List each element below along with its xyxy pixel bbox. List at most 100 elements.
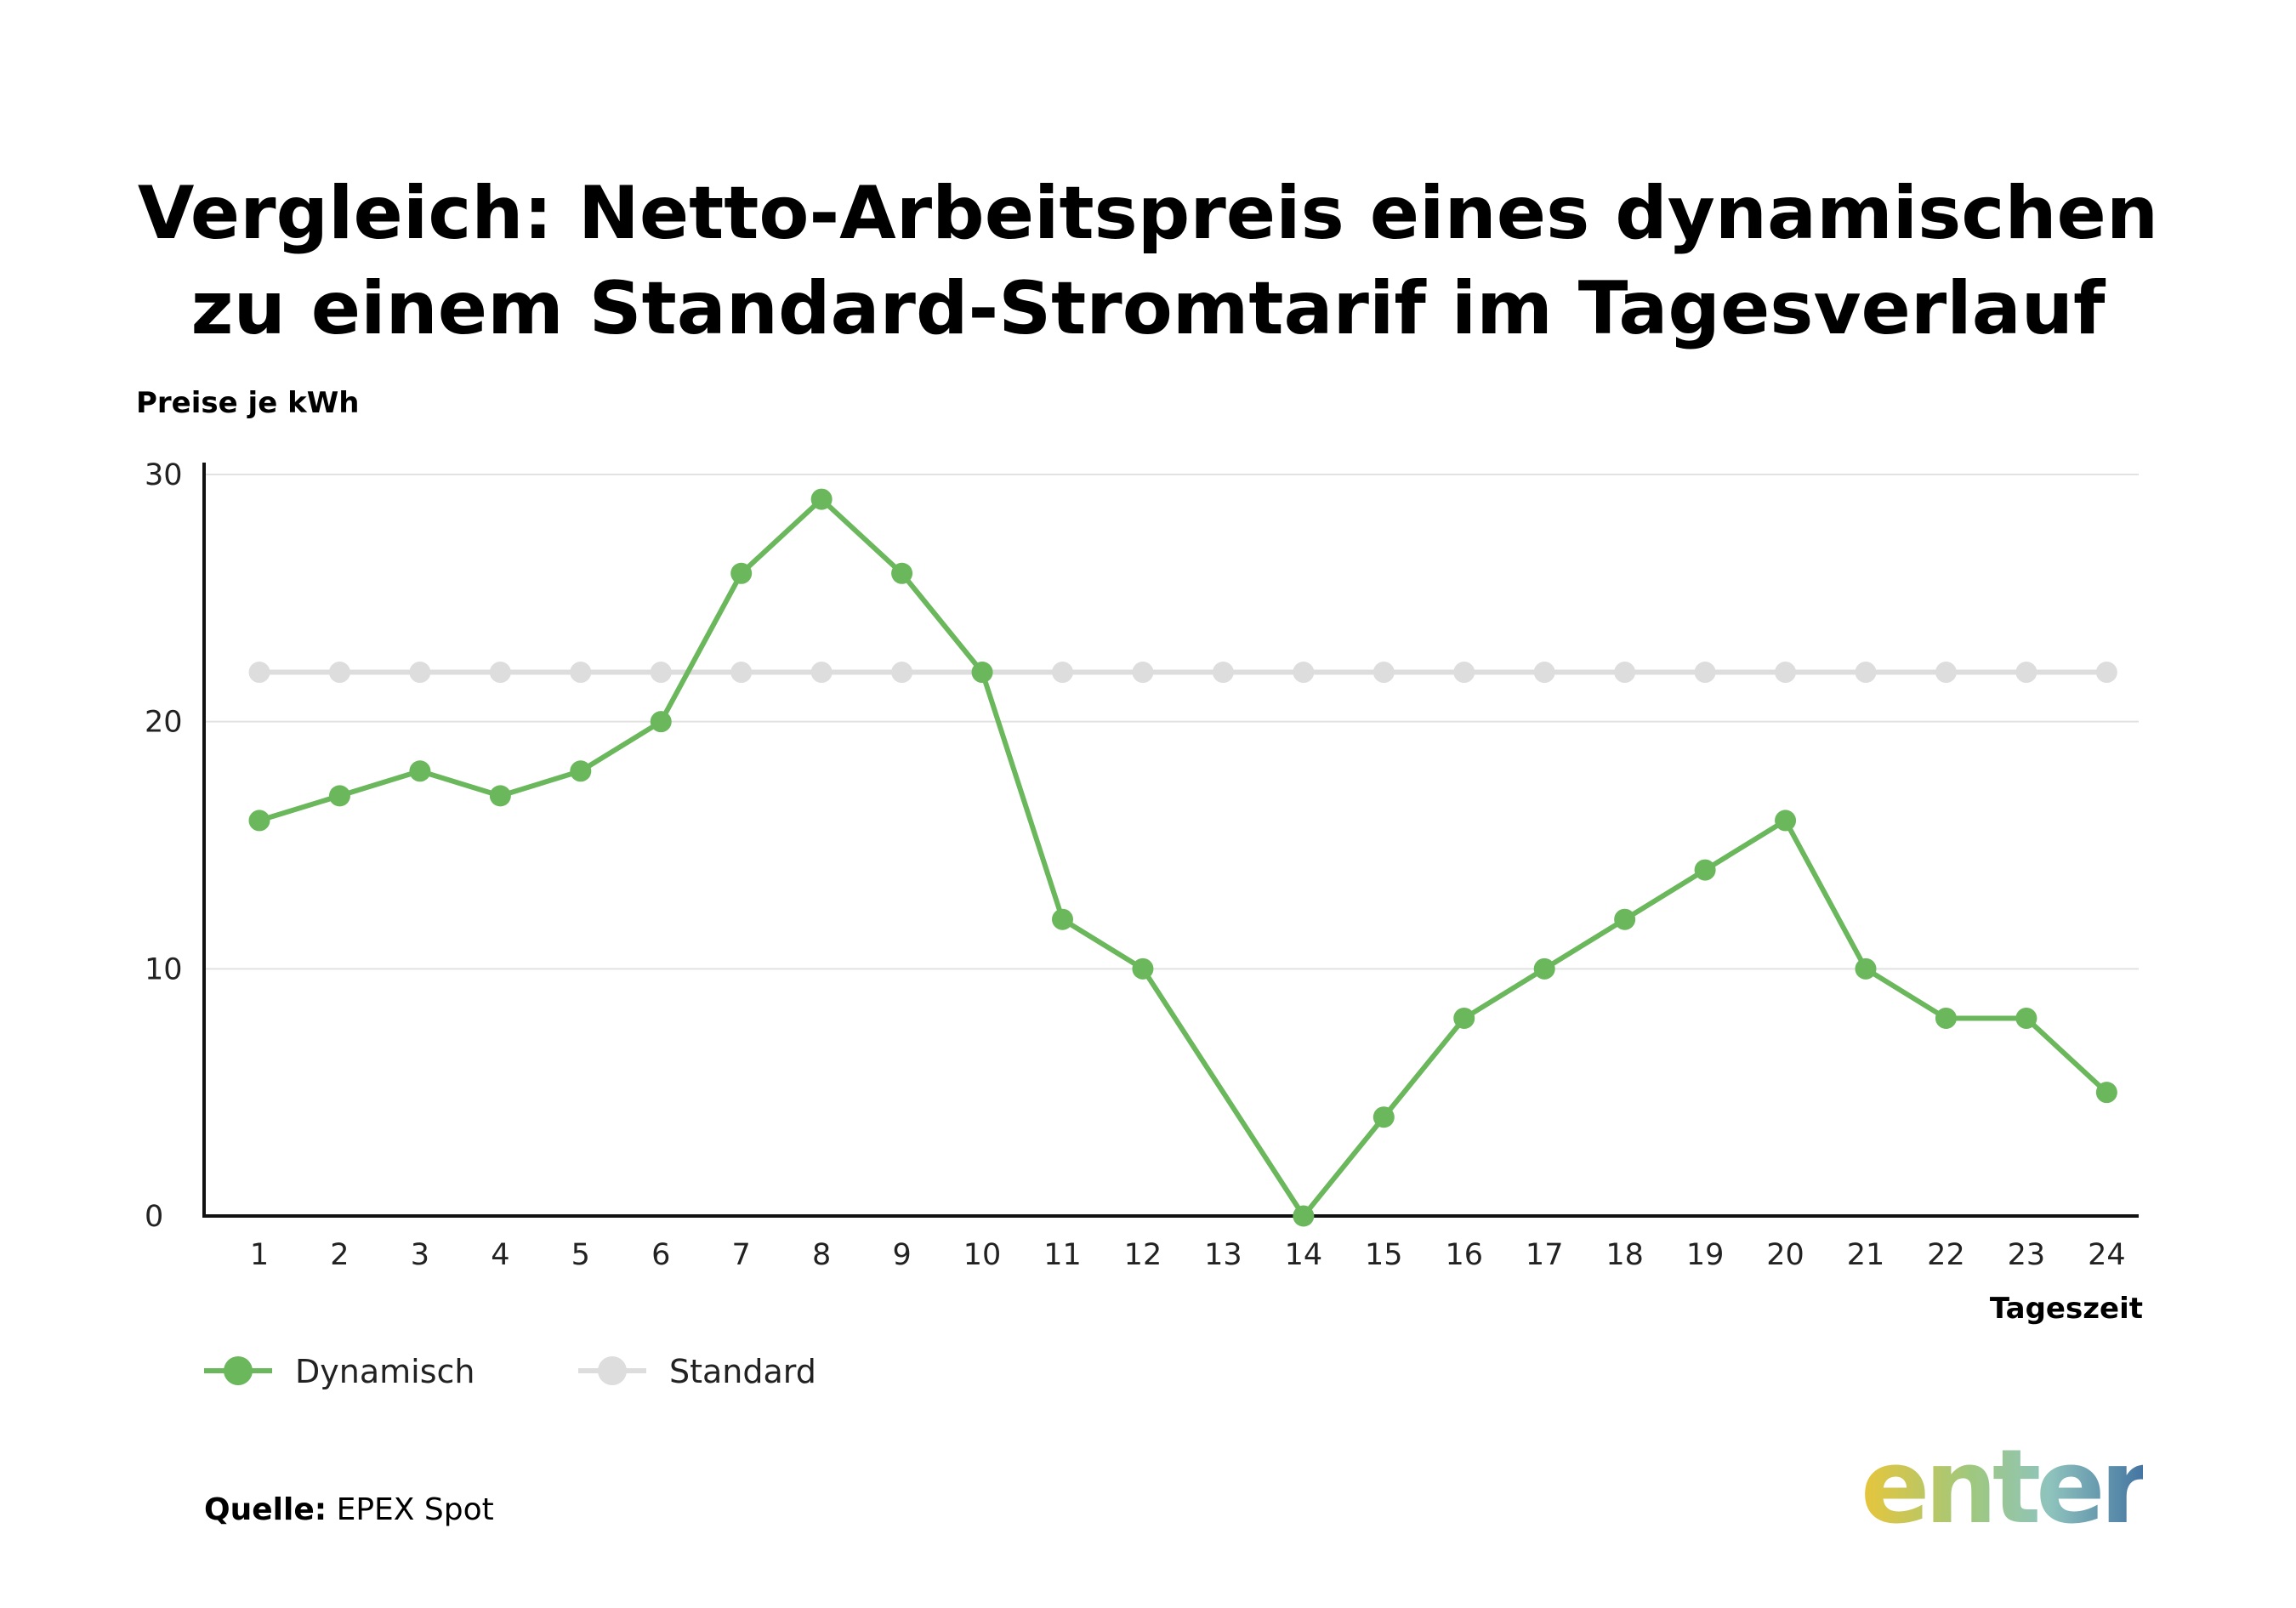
data-point-dynamisch-15 — [1372, 1106, 1395, 1128]
data-point-dynamisch-10 — [971, 662, 993, 684]
data-point-dynamisch-23 — [2015, 1007, 2037, 1029]
data-point-standard-14 — [1293, 662, 1315, 684]
data-point-dynamisch-24 — [2095, 1082, 2117, 1104]
x-tick-label-18: 18 — [1605, 1238, 1644, 1272]
x-tick-label-23: 23 — [2008, 1238, 2046, 1272]
series-line-dynamisch — [257, 497, 2110, 1219]
data-point-standard-6 — [650, 662, 672, 684]
legend-marker-standard — [598, 1356, 627, 1385]
x-axis-label: Tageszeit — [1990, 1292, 2143, 1326]
series-dynamisch — [248, 488, 2117, 1227]
data-point-standard-13 — [1212, 662, 1234, 684]
data-point-standard-8 — [810, 662, 833, 684]
data-point-standard-1 — [248, 662, 270, 684]
legend-item-dynamisch: Dynamisch — [204, 1353, 475, 1390]
data-point-dynamisch-3 — [409, 760, 431, 782]
y-tick-label-30: 30 — [145, 458, 183, 492]
x-tick-label-10: 10 — [963, 1238, 1002, 1272]
x-tick-label-19: 19 — [1686, 1238, 1725, 1272]
data-point-standard-18 — [1614, 662, 1636, 684]
data-point-standard-20 — [1775, 662, 1797, 684]
x-tick-label-16: 16 — [1445, 1238, 1483, 1272]
data-point-standard-24 — [2095, 662, 2117, 684]
x-tick-label-8: 8 — [812, 1238, 831, 1272]
data-point-standard-16 — [1453, 662, 1475, 684]
x-tick-label-14: 14 — [1285, 1238, 1323, 1272]
data-point-standard-2 — [328, 662, 350, 684]
data-point-dynamisch-1 — [248, 810, 270, 832]
data-point-dynamisch-11 — [1052, 908, 1073, 930]
data-point-dynamisch-6 — [650, 711, 672, 733]
y-axis-label: Preise je kWh — [136, 386, 359, 420]
y-tick-label-10: 10 — [145, 952, 183, 986]
data-point-standard-12 — [1132, 662, 1154, 684]
x-tick-label-20: 20 — [1766, 1238, 1804, 1272]
data-point-standard-4 — [489, 662, 511, 684]
data-point-standard-22 — [1935, 662, 1957, 684]
axes — [202, 463, 2139, 1218]
x-tick-label-3: 3 — [411, 1238, 429, 1272]
data-point-standard-19 — [1694, 662, 1716, 684]
data-point-dynamisch-20 — [1775, 810, 1797, 832]
data-point-standard-21 — [1855, 662, 1877, 684]
data-point-dynamisch-2 — [328, 785, 350, 807]
x-tick-label-7: 7 — [732, 1238, 751, 1272]
data-point-dynamisch-22 — [1935, 1007, 1957, 1029]
data-point-standard-3 — [409, 662, 431, 684]
data-point-dynamisch-9 — [891, 562, 913, 584]
y-tick-labels: 0 10 20 30 — [145, 458, 183, 1234]
chart-title: Vergleich: Netto-Arbeitspreis eines dyna… — [0, 166, 2296, 356]
y-tick-label-0: 0 — [145, 1200, 163, 1234]
legend-label-standard: Standard — [669, 1353, 816, 1390]
data-point-standard-5 — [570, 662, 592, 684]
x-tick-label-12: 12 — [1124, 1238, 1162, 1272]
x-tick-labels: 1 2 3 4 5 6 7 8 9 10 11 12 13 14 15 16 17 18 19 20 21 22 23 24 — [250, 1238, 2126, 1272]
x-tick-label-17: 17 — [1526, 1238, 1564, 1272]
series-standard — [248, 662, 2117, 684]
legend: Dynamisch Standard — [204, 1353, 816, 1390]
data-point-dynamisch-7 — [730, 562, 753, 584]
data-point-standard-17 — [1533, 662, 1555, 684]
x-tick-label-1: 1 — [250, 1238, 269, 1272]
data-point-dynamisch-16 — [1453, 1007, 1475, 1029]
x-tick-label-21: 21 — [1847, 1238, 1885, 1272]
source-label: Quelle: — [204, 1492, 327, 1527]
legend-item-standard: Standard — [578, 1353, 816, 1390]
x-tick-label-4: 4 — [491, 1238, 509, 1272]
data-point-dynamisch-5 — [570, 760, 592, 782]
data-point-standard-11 — [1052, 662, 1073, 684]
x-tick-label-9: 9 — [892, 1238, 911, 1272]
data-point-dynamisch-4 — [489, 785, 511, 807]
source-value: EPEX Spot — [336, 1492, 494, 1527]
data-point-dynamisch-19 — [1694, 859, 1716, 881]
data-point-dynamisch-18 — [1614, 908, 1636, 930]
data-series — [248, 488, 2117, 1227]
x-tick-label-13: 13 — [1204, 1238, 1242, 1272]
legend-marker-dynamisch — [224, 1356, 253, 1385]
x-tick-label-6: 6 — [651, 1238, 670, 1272]
grid-lines — [204, 474, 2139, 970]
data-point-standard-7 — [730, 662, 753, 684]
x-tick-label-11: 11 — [1043, 1238, 1082, 1272]
x-tick-label-5: 5 — [571, 1238, 590, 1272]
data-point-dynamisch-8 — [810, 488, 833, 510]
chart-title-line-2: zu einem Standard-Stromtarif im Tagesver… — [190, 266, 2106, 351]
x-tick-label-24: 24 — [2088, 1238, 2126, 1272]
x-tick-label-15: 15 — [1365, 1238, 1403, 1272]
x-tick-label-2: 2 — [330, 1238, 349, 1272]
legend-label-dynamisch: Dynamisch — [295, 1353, 475, 1390]
data-point-dynamisch-21 — [1855, 957, 1877, 980]
data-point-dynamisch-14 — [1293, 1205, 1315, 1227]
logo-text: enter — [1861, 1429, 2143, 1539]
data-point-dynamisch-17 — [1533, 957, 1555, 980]
x-tick-label-22: 22 — [1927, 1238, 1965, 1272]
data-point-standard-15 — [1372, 662, 1395, 684]
enter-logo: enter — [1861, 1429, 2143, 1539]
data-point-standard-9 — [891, 662, 913, 684]
chart-title-line-1: Vergleich: Netto-Arbeitspreis eines dyna… — [137, 171, 2159, 256]
source-note: Quelle: EPEX Spot — [204, 1492, 494, 1527]
y-tick-label-20: 20 — [145, 706, 183, 740]
data-point-dynamisch-12 — [1132, 957, 1154, 980]
data-point-standard-23 — [2015, 662, 2037, 684]
